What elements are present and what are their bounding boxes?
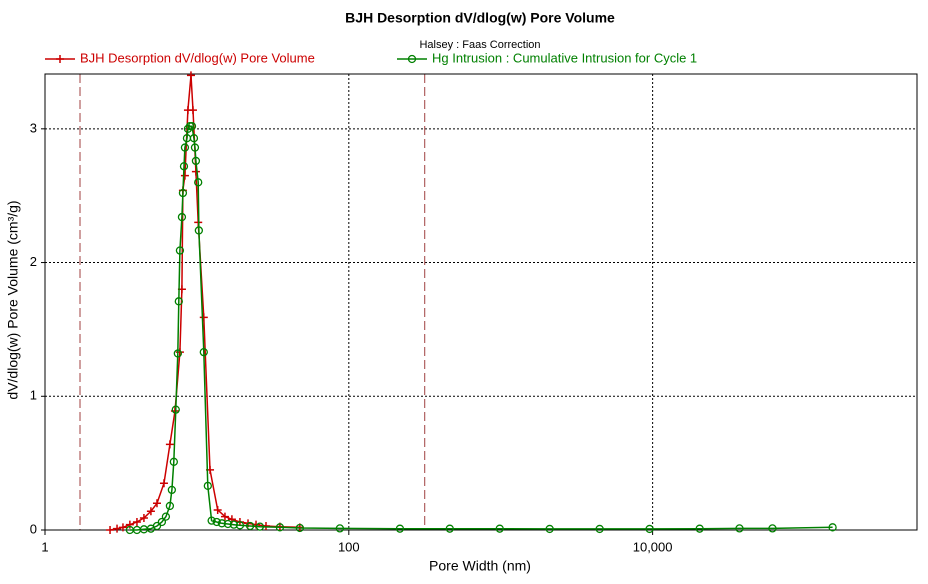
marker [255,522,265,531]
marker [165,501,175,511]
x-axis-label: Pore Width (nm) [429,558,531,574]
y-tick-label: 3 [30,120,37,135]
marker [194,226,204,235]
legend-marker [407,54,417,64]
marker [180,171,189,180]
marker [186,71,195,80]
marker [152,499,161,508]
marker [177,212,187,222]
marker [545,524,554,534]
y-tick-label: 1 [30,388,37,403]
marker [157,517,167,527]
legend-label: Hg Intrusion : Cumulative Intrusion for … [432,50,697,65]
marker [125,520,134,529]
y-tick-label: 0 [30,521,37,536]
marker [213,505,222,514]
x-tick-label: 100 [338,539,360,554]
chart-title: BJH Desorption dV/dlog(w) Pore Volume [345,10,615,26]
marker [152,521,162,531]
marker [180,143,190,152]
marker [165,440,174,449]
marker [171,405,180,414]
marker [173,349,182,358]
marker [217,519,227,528]
marker [146,507,155,516]
marker [139,513,148,522]
marker [190,143,200,152]
marker [695,524,704,533]
x-tick-label: 1 [41,539,48,554]
legend-label: BJH Desorption dV/dlog(w) Pore Volume [80,50,315,65]
marker [595,524,604,534]
y-tick-label: 2 [30,254,37,269]
marker [207,516,216,525]
marker [223,519,233,529]
marker [169,457,178,466]
marker [203,481,212,491]
marker [191,156,201,166]
marker [187,122,197,131]
marker [645,524,654,534]
marker [106,526,115,534]
marker [229,520,238,529]
marker [175,246,185,255]
marker [189,134,199,143]
marker [828,523,837,532]
marker [132,517,141,526]
marker [735,524,744,533]
marker [235,521,245,530]
plot-frame [44,73,918,531]
marker [768,524,777,533]
marker [445,524,454,533]
marker [118,523,127,532]
x-tick-label: 10,000 [633,539,673,554]
marker [167,485,177,495]
series-line [109,75,300,531]
series-line [129,125,833,531]
marker [199,313,208,322]
marker [245,521,255,531]
marker [495,524,504,533]
marker [188,106,197,115]
marker [395,524,405,533]
marker [212,517,221,527]
marker [335,524,345,533]
legend-marker [56,55,64,63]
marker [275,523,285,532]
marker [179,162,189,171]
chart-subtitle: Halsey : Faas Correction [419,39,540,51]
marker [159,479,168,488]
marker [174,297,183,306]
marker [220,512,229,521]
marker [178,188,188,198]
marker [194,178,203,187]
y-axis-label: dV/dlog(w) Pore Volume (cm³/g) [5,200,21,399]
marker [199,347,208,357]
marker [113,524,122,533]
marker [161,512,171,521]
marker [295,523,304,533]
marker [191,167,200,176]
